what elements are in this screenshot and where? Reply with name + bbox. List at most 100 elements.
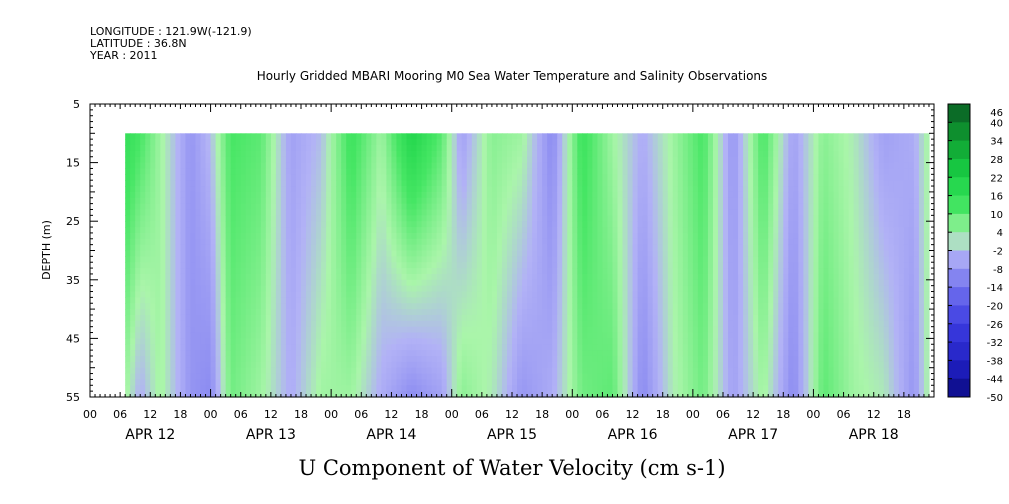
heatmap-cell [436, 350, 443, 357]
heatmap-cell [572, 385, 578, 392]
heatmap-cell [486, 197, 493, 205]
heatmap-cell [401, 227, 408, 234]
heatmap-cell [587, 133, 593, 140]
heatmap-cell [396, 344, 403, 351]
heatmap-cell [547, 262, 553, 269]
heatmap-cell [527, 361, 533, 369]
heatmap-cell [461, 314, 468, 322]
heatmap-cell [491, 297, 498, 304]
heatmap-cell [642, 191, 649, 199]
heatmap-cell [165, 391, 171, 398]
heatmap-cell [582, 285, 588, 293]
heatmap-cell [381, 297, 387, 304]
heatmap-cell [552, 320, 558, 328]
heatmap-cell [491, 385, 498, 392]
heatmap-cell [577, 320, 583, 328]
heatmap-cell [195, 344, 202, 351]
heatmap-cell [225, 355, 232, 363]
heatmap-cell [235, 279, 242, 287]
heatmap-cell [150, 391, 156, 398]
heatmap-cell [632, 279, 639, 287]
heatmap-cell [602, 391, 609, 398]
heatmap-cell [366, 379, 372, 386]
heatmap-cell [587, 174, 593, 181]
heatmap-cell [431, 191, 438, 199]
heatmap-cell [672, 297, 679, 304]
heatmap-cell [491, 156, 498, 164]
heatmap-cell [260, 303, 267, 310]
heatmap-cell [240, 156, 247, 164]
heatmap-cell [542, 186, 548, 193]
heatmap-cell [346, 367, 352, 375]
heatmap-cell [140, 326, 146, 334]
heatmap-cell [587, 262, 593, 269]
heatmap-cell [527, 314, 533, 322]
heatmap-cell [356, 221, 362, 228]
heatmap-cell [165, 332, 171, 339]
heatmap-cell [647, 238, 654, 246]
heatmap-cell [386, 209, 393, 216]
heatmap-cell [436, 145, 443, 152]
heatmap-cell [421, 291, 428, 298]
heatmap-cell [612, 238, 619, 246]
heatmap-cell [517, 326, 523, 334]
heatmap-cell [285, 215, 292, 222]
heatmap-cell [240, 162, 247, 170]
heatmap-cell [617, 344, 624, 351]
heatmap-cell [672, 221, 679, 228]
heatmap-cell [140, 291, 146, 298]
heatmap-cell [210, 250, 217, 257]
heatmap-cell [295, 344, 302, 351]
heatmap-cell [155, 297, 161, 304]
heatmap-cell [301, 279, 307, 287]
heatmap-cell [562, 256, 568, 263]
heatmap-cell [215, 215, 222, 222]
heatmap-cell [441, 344, 448, 351]
heatmap-cell [612, 332, 619, 339]
heatmap-cell [270, 145, 277, 152]
heatmap-cell [677, 262, 684, 269]
heatmap-cell [401, 256, 408, 263]
heatmap-cell [577, 203, 583, 211]
heatmap-cell [331, 291, 337, 298]
heatmap-cell [326, 215, 332, 222]
heatmap-cell [376, 174, 382, 181]
heatmap-cell [185, 385, 192, 392]
heatmap-cell [195, 145, 202, 152]
heatmap-cell [527, 303, 533, 310]
heatmap-cell [416, 350, 423, 357]
heatmap-cell [567, 367, 573, 375]
heatmap-cell [491, 168, 498, 175]
heatmap-cell [426, 186, 433, 193]
heatmap-cell [331, 279, 337, 287]
heatmap-cell [451, 139, 458, 146]
heatmap-cell [496, 367, 503, 375]
heatmap-cell [130, 385, 136, 392]
heatmap-cell [411, 156, 418, 164]
heatmap-cell [275, 320, 282, 328]
heatmap-cell [326, 268, 332, 275]
heatmap-cell [622, 215, 629, 222]
heatmap-cell [517, 227, 523, 234]
heatmap-cell [311, 279, 317, 287]
heatmap-cell [637, 326, 644, 334]
heatmap-cell [326, 262, 332, 269]
heatmap-cell [301, 291, 307, 298]
heatmap-cell [160, 221, 166, 228]
heatmap-cell [205, 174, 212, 181]
heatmap-cell [421, 168, 428, 175]
heatmap-cell [592, 203, 598, 211]
heatmap-cell [245, 291, 252, 298]
heatmap-cell [582, 385, 588, 392]
heatmap-cell [567, 250, 573, 257]
heatmap-cell [657, 139, 664, 146]
heatmap-cell [331, 150, 337, 158]
heatmap-cell [285, 139, 292, 146]
heatmap-cell [396, 268, 403, 275]
heatmap-cell [657, 391, 664, 398]
heatmap-cell [326, 250, 332, 257]
heatmap-cell [431, 385, 438, 392]
heatmap-cell [220, 379, 227, 386]
heatmap-cell [210, 209, 217, 216]
heatmap-cell [386, 156, 393, 164]
